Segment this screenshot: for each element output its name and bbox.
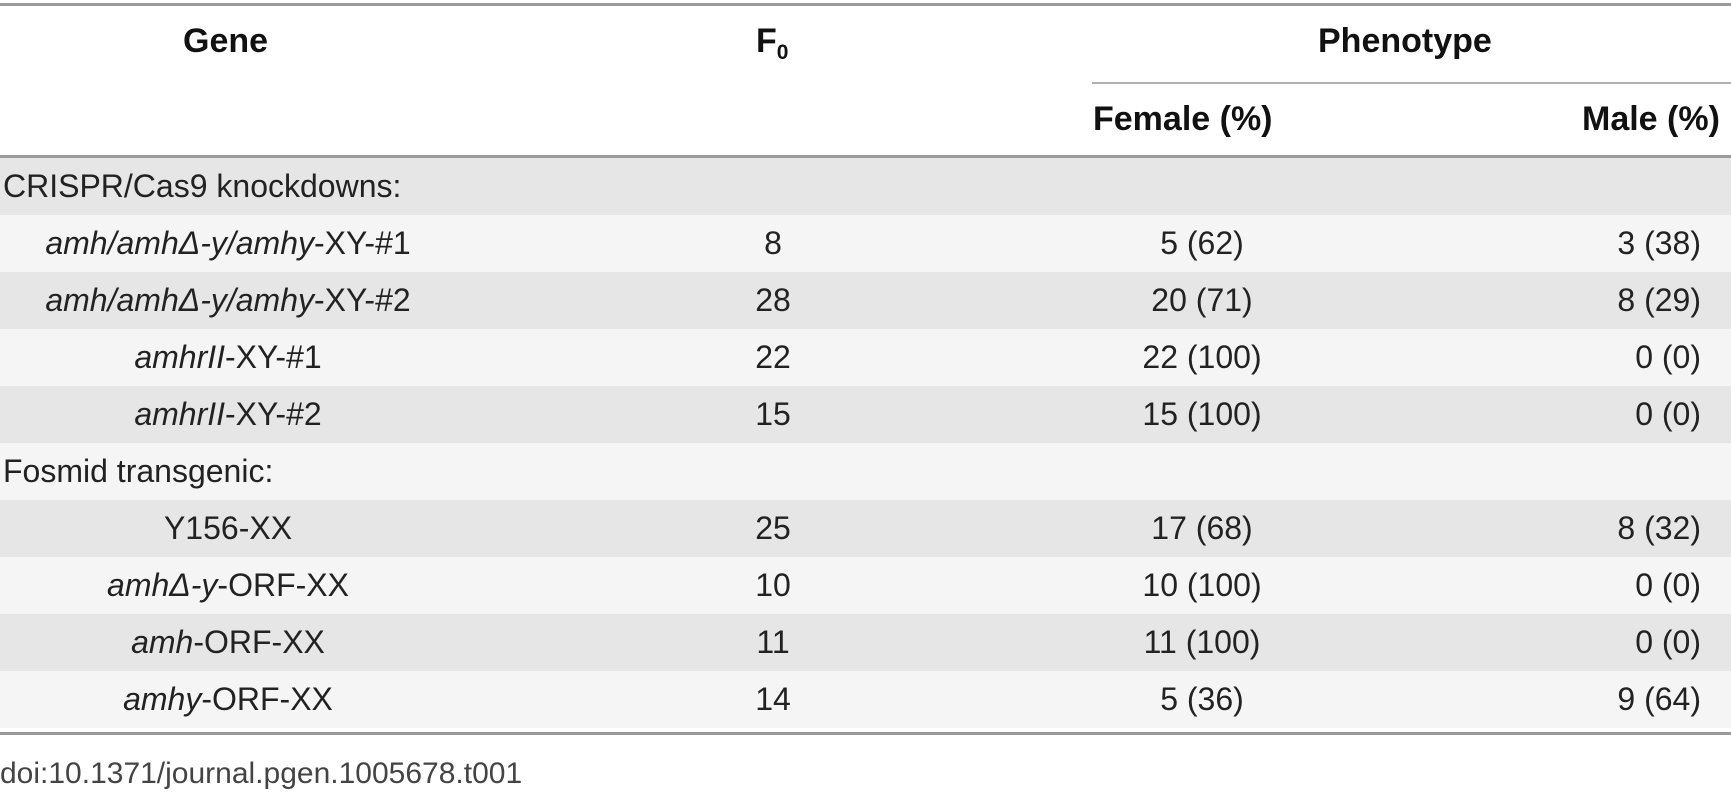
male-cell: 0 (0): [1635, 339, 1701, 375]
table-row: amh-ORF-XX 11 11 (100) 0 (0): [0, 614, 1731, 671]
gene-plain: -ORF-XX: [193, 624, 325, 660]
table-top-rule: [0, 3, 1731, 6]
table-row: amhrII-XY-#2 15 15 (100) 0 (0): [0, 386, 1731, 443]
gene-italic: amh/amhΔ-y/amhy: [45, 225, 314, 261]
header-male: Male (%): [1582, 100, 1720, 138]
section-row: CRISPR/Cas9 knockdowns:: [0, 158, 1731, 215]
gene-plain: -XY-#2: [314, 282, 411, 318]
male-cell: 9 (64): [1617, 681, 1701, 717]
table-row: amh/amhΔ-y/amhy-XY-#2 28 20 (71) 8 (29): [0, 272, 1731, 329]
header-female: Female (%): [1093, 100, 1273, 138]
header-f0-sub: 0: [776, 41, 789, 64]
gene-italic: amh: [131, 624, 194, 660]
female-cell: 10 (100): [1142, 567, 1262, 603]
table-row: amhΔ-y-ORF-XX 10 10 (100) 0 (0): [0, 557, 1731, 614]
header-gene: Gene: [183, 22, 269, 60]
f0-cell: 10: [755, 567, 791, 603]
f0-cell: 14: [755, 681, 791, 717]
female-cell: 5 (62): [1160, 225, 1244, 261]
table-bottom-rule: [0, 732, 1731, 735]
header-phenotype: Phenotype: [1318, 22, 1492, 60]
male-cell: 3 (38): [1617, 225, 1701, 261]
male-cell: 8 (29): [1617, 282, 1701, 318]
section-label: Fosmid transgenic:: [3, 453, 274, 489]
f0-cell: 15: [755, 396, 791, 432]
female-cell: 11 (100): [1143, 624, 1261, 660]
phenotype-underline: [1092, 82, 1731, 84]
female-cell: 5 (36): [1160, 681, 1244, 717]
table-row: amhy-ORF-XX 14 5 (36) 9 (64): [0, 671, 1731, 728]
f0-cell: 8: [764, 225, 782, 261]
female-cell: 20 (71): [1151, 282, 1253, 318]
gene-plain: Y156-XX: [163, 510, 293, 546]
doi-link[interactable]: doi:10.1371/journal.pgen.1005678.t001: [0, 757, 523, 790]
gene-italic: amhrII: [134, 396, 226, 432]
header-f0-base: F: [756, 22, 777, 60]
female-cell: 22 (100): [1142, 339, 1262, 375]
header-bottom-rule: [0, 155, 1731, 158]
f0-cell: 22: [755, 339, 791, 375]
gene-italic: amh/amhΔ-y/amhy: [45, 282, 314, 318]
f0-cell: 28: [755, 282, 791, 318]
header-f0: F0: [756, 22, 788, 65]
male-cell: 8 (32): [1617, 510, 1701, 546]
male-cell: 0 (0): [1635, 567, 1701, 603]
f0-cell: 11: [756, 624, 790, 660]
gene-italic: amhrII: [134, 339, 226, 375]
gene-plain: -XY-#1: [314, 225, 411, 261]
section-label: CRISPR/Cas9 knockdowns:: [3, 168, 402, 204]
male-cell: 0 (0): [1635, 396, 1701, 432]
f0-cell: 25: [755, 510, 791, 546]
table-row: Y156-XX 25 17 (68) 8 (32): [0, 500, 1731, 557]
table-row: amh/amhΔ-y/amhy-XY-#1 8 5 (62) 3 (38): [0, 215, 1731, 272]
gene-plain: -XY-#2: [225, 396, 322, 432]
gene-plain: -XY-#1: [225, 339, 322, 375]
gene-italic: amhΔ-y: [107, 567, 218, 603]
male-cell: 0 (0): [1635, 624, 1701, 660]
table-row: amhrII-XY-#1 22 22 (100) 0 (0): [0, 329, 1731, 386]
gene-plain: -ORF-XX: [201, 681, 333, 717]
female-cell: 15 (100): [1142, 396, 1262, 432]
gene-plain: -ORF-XX: [217, 567, 349, 603]
female-cell: 17 (68): [1151, 510, 1253, 546]
section-row: Fosmid transgenic:: [0, 443, 1731, 500]
gene-italic: amhy: [123, 681, 202, 717]
